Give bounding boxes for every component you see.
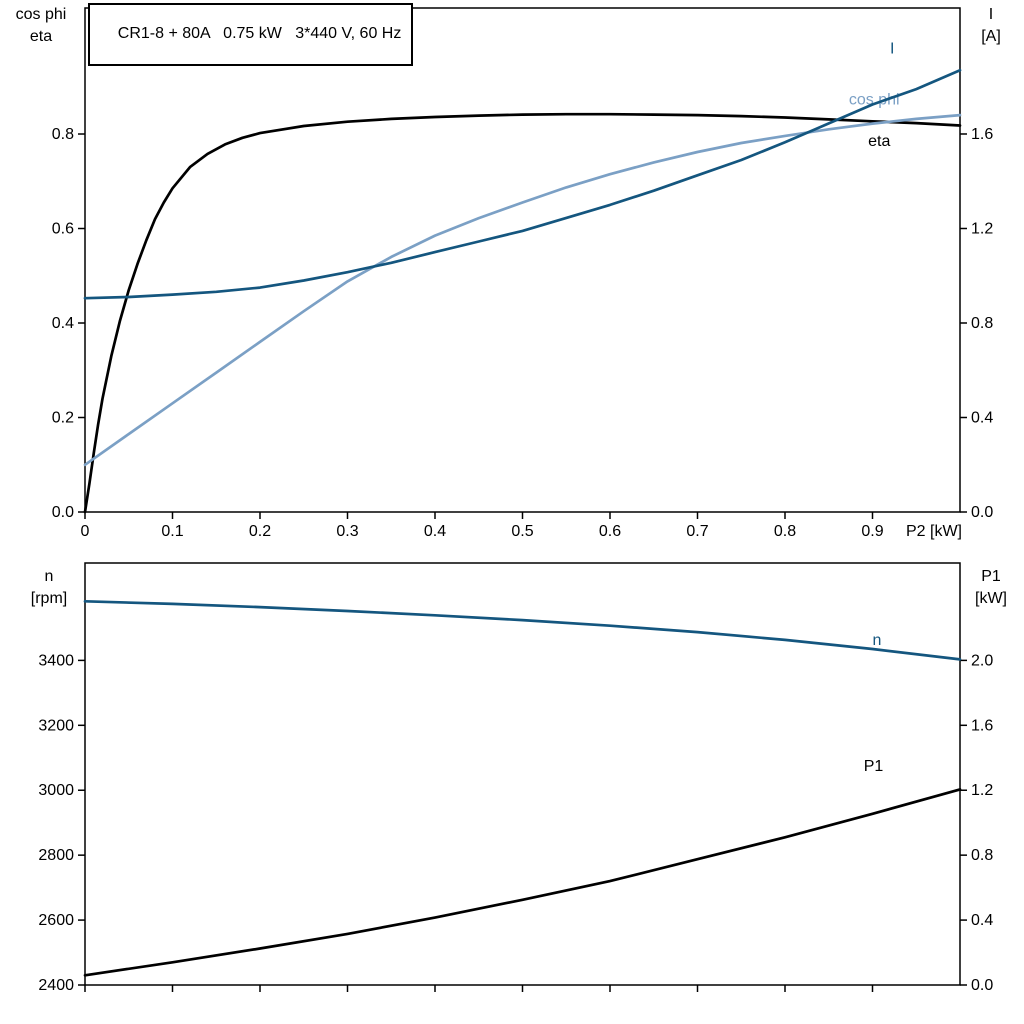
right-axis-label-line1: I (988, 6, 994, 23)
curve-label-current: I (890, 41, 894, 58)
top-x-tick-label: 0.7 (686, 523, 708, 540)
bottom-left-tick-label: 2800 (38, 847, 74, 864)
top-right-tick-label: 0.4 (971, 409, 993, 426)
top-x-tick-label: 0.5 (511, 523, 533, 540)
bottom-left-tick-label: 3000 (38, 782, 74, 799)
top-right-tick-label: 0.0 (971, 504, 993, 521)
bottom-right-tick-label: 1.6 (971, 717, 993, 734)
top-left-tick-label: 0.2 (52, 410, 74, 427)
top-x-tick-label: 0.4 (424, 523, 446, 540)
p1-axis-label-line2: [kW] (975, 590, 1007, 607)
left-axis-label-line2: eta (29, 28, 53, 45)
bottom-right-tick-label: 2.0 (971, 652, 993, 669)
curve-label-eta: eta (868, 133, 890, 150)
bottom-left-axis-label: n [rpm] (12, 566, 86, 610)
bottom-right-tick-label: 1.2 (971, 782, 993, 799)
curve-speed (83, 599, 962, 661)
top-x-tick-label: 0.3 (336, 523, 358, 540)
bottom-right-axis-label: P1 [kW] (960, 566, 1022, 610)
top-left-tick-label: 0.0 (52, 504, 74, 521)
left-axis-label-line1: cos phi (15, 6, 67, 23)
top-x-tick-label: 0 (81, 523, 90, 540)
top-left-tick-label: 0.6 (52, 221, 74, 238)
top-left-tick-label: 0.8 (52, 126, 74, 143)
chart-title-box: CR1-8 + 80A 0.75 kW 3*440 V, 60 Hz (88, 3, 414, 66)
curve-label-cos-phi: cos phi (849, 92, 900, 109)
top-x-tick-label: 0.9 (861, 523, 883, 540)
top-right-axis-label: I [A] (960, 4, 1022, 48)
top-x-axis-unit-label: P2 [kW] (906, 523, 962, 540)
bottom-plot-border (84, 562, 961, 986)
bottom-left-tick-label: 2400 (38, 977, 74, 994)
chart-title: CR1-8 + 80A 0.75 kW 3*440 V, 60 Hz (117, 25, 402, 42)
top-x-tick-label: 0.2 (249, 523, 271, 540)
top-x-tick-label: 0.6 (599, 523, 621, 540)
bottom-left-tick-label: 3400 (38, 652, 74, 669)
speed-axis-label-line1: n (44, 568, 54, 585)
curve-current (83, 68, 962, 300)
top-x-tick-label: 0.8 (774, 523, 796, 540)
speed-axis-label-line2: [rpm] (30, 590, 68, 607)
curve-label-p1: P1 (864, 758, 884, 775)
bottom-right-tick-label: 0.8 (971, 847, 993, 864)
top-left-tick-label: 0.4 (52, 315, 74, 332)
curve-label-speed: n (873, 632, 882, 649)
top-x-tick-label: 0.1 (161, 523, 183, 540)
top-right-tick-label: 1.6 (971, 126, 993, 143)
bottom-right-tick-label: 0.0 (971, 977, 993, 994)
right-axis-label-line2: [A] (981, 28, 1001, 45)
curve-cos-phi (83, 113, 962, 467)
bottom-left-tick-label: 3200 (38, 717, 74, 734)
top-left-axis-label: cos phi eta (4, 4, 78, 48)
curve-p1 (83, 788, 962, 977)
bottom-left-tick-label: 2600 (38, 912, 74, 929)
curve-eta (83, 112, 962, 514)
top-plot-border (84, 7, 961, 513)
p1-axis-label-line1: P1 (981, 568, 1001, 585)
top-right-tick-label: 1.2 (971, 220, 993, 237)
bottom-right-tick-label: 0.4 (971, 912, 993, 929)
top-right-tick-label: 0.8 (971, 315, 993, 332)
